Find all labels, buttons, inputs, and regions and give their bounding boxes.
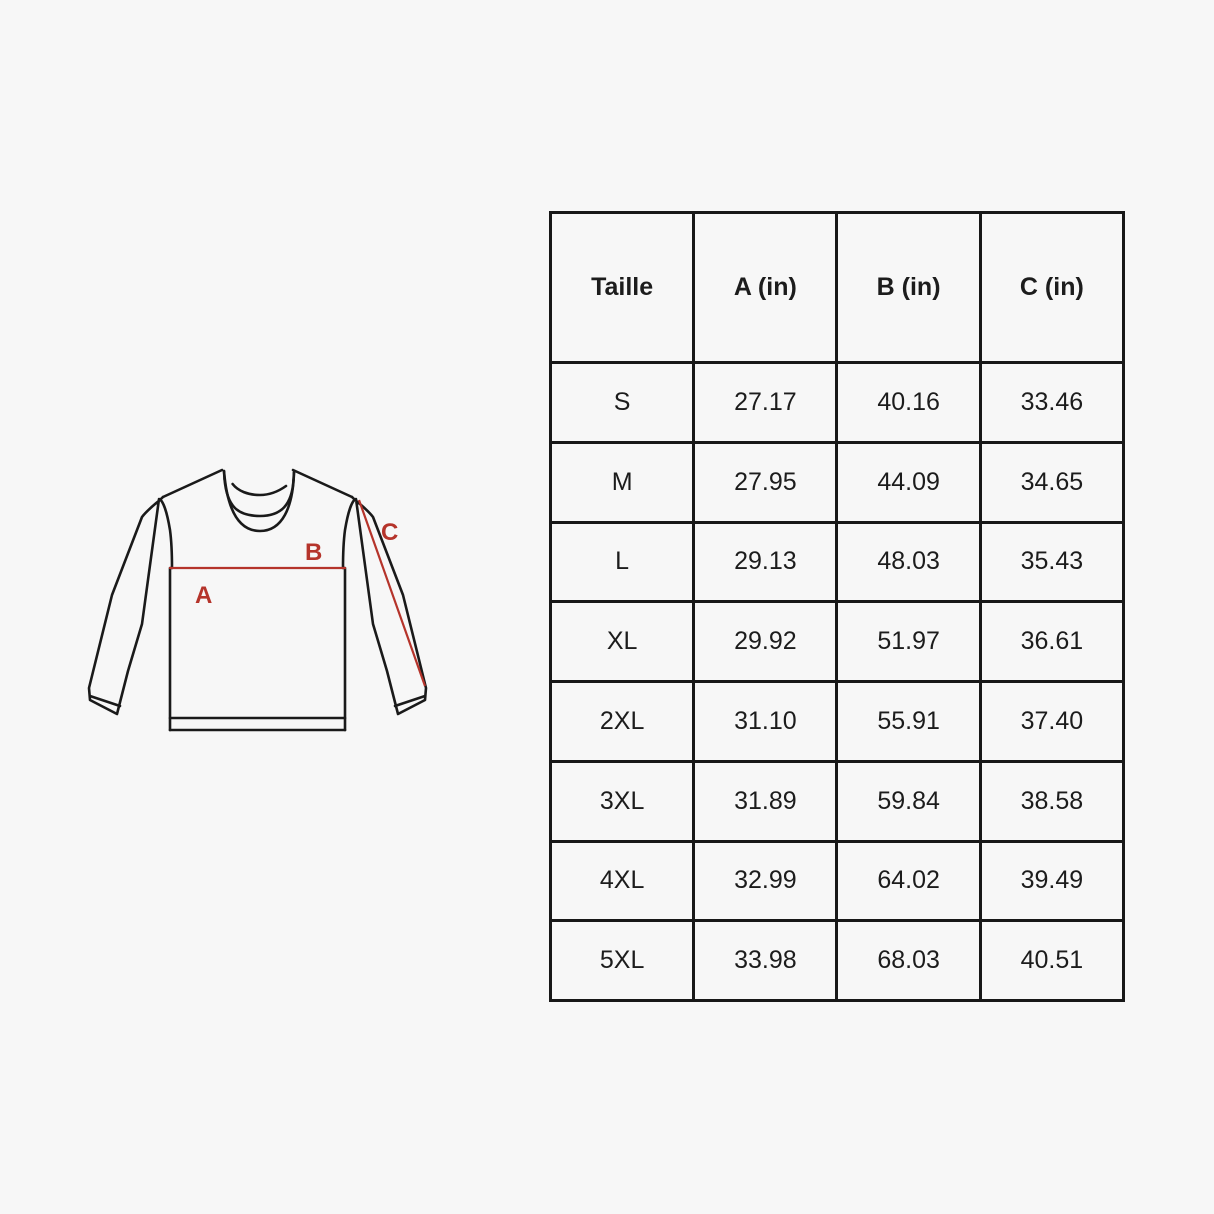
svg-text:C: C (381, 519, 398, 546)
svg-text:B: B (305, 539, 322, 566)
svg-text:A: A (195, 582, 212, 609)
